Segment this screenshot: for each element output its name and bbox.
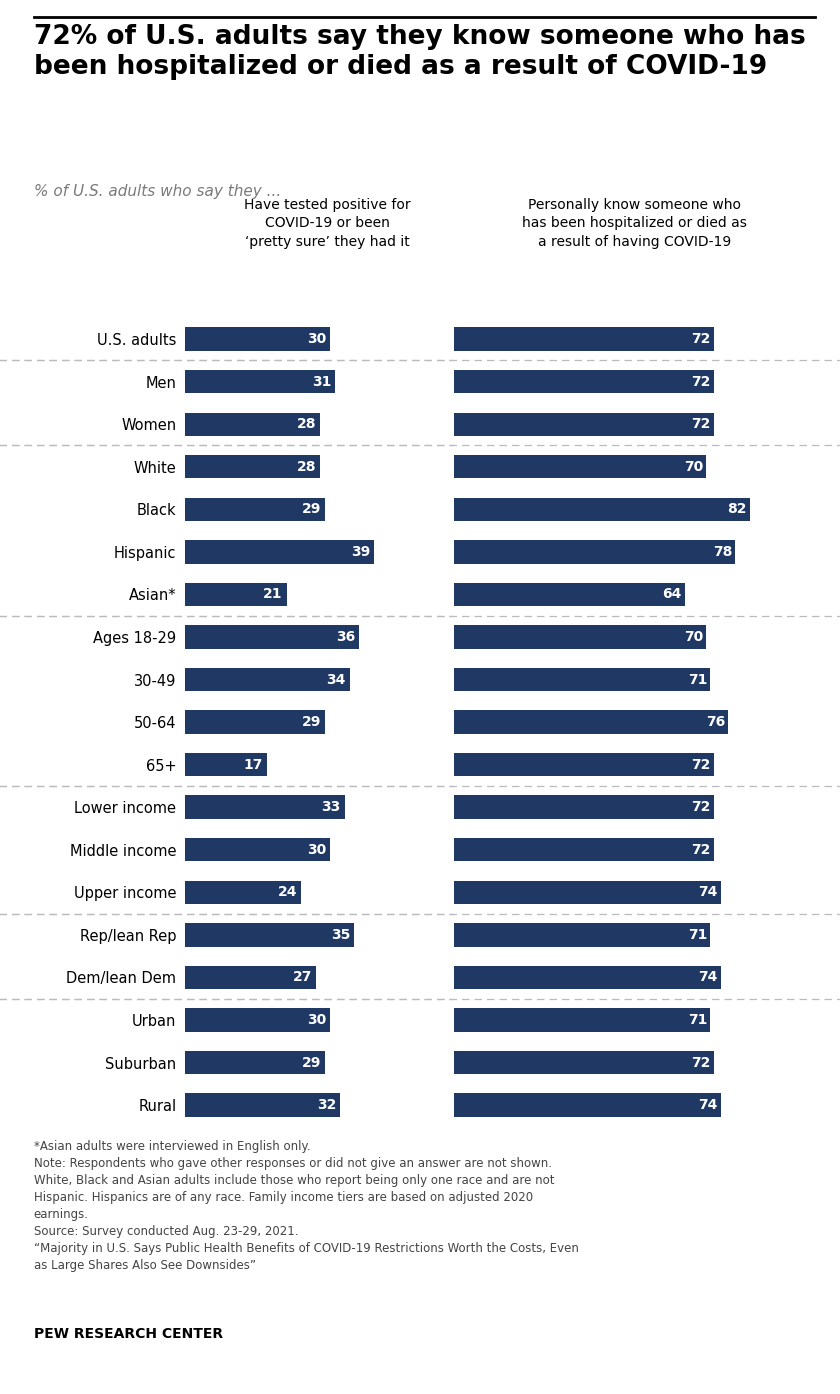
Text: 72: 72 bbox=[691, 800, 711, 814]
Bar bbox=[185, 539, 374, 563]
Text: 71: 71 bbox=[688, 928, 707, 942]
Text: 72: 72 bbox=[691, 843, 711, 857]
Bar bbox=[454, 369, 714, 393]
Bar bbox=[454, 1051, 714, 1075]
Text: 39: 39 bbox=[350, 545, 370, 559]
Text: 72: 72 bbox=[691, 1055, 711, 1069]
Text: % of U.S. adults who say they ...: % of U.S. adults who say they ... bbox=[34, 184, 281, 199]
Bar bbox=[185, 668, 349, 691]
Text: 74: 74 bbox=[699, 970, 718, 984]
Bar bbox=[185, 966, 316, 990]
Bar bbox=[454, 966, 721, 990]
Text: 74: 74 bbox=[699, 885, 718, 899]
Bar bbox=[454, 1008, 710, 1032]
Text: 72% of U.S. adults say they know someone who has
been hospitalized or died as a : 72% of U.S. adults say they know someone… bbox=[34, 24, 806, 79]
Text: 27: 27 bbox=[292, 970, 312, 984]
Bar bbox=[185, 753, 267, 776]
Text: 70: 70 bbox=[685, 630, 704, 644]
Text: 30: 30 bbox=[307, 843, 326, 857]
Text: 72: 72 bbox=[691, 417, 711, 431]
Text: 71: 71 bbox=[688, 1013, 707, 1027]
Bar bbox=[454, 454, 706, 478]
Text: 71: 71 bbox=[688, 672, 707, 686]
Text: 21: 21 bbox=[263, 587, 283, 601]
Bar bbox=[454, 838, 714, 861]
Bar bbox=[454, 583, 685, 606]
Bar bbox=[185, 498, 325, 521]
Text: 72: 72 bbox=[691, 758, 711, 772]
Text: 70: 70 bbox=[685, 460, 704, 474]
Text: 35: 35 bbox=[331, 928, 350, 942]
Bar bbox=[185, 1008, 330, 1032]
Text: 28: 28 bbox=[297, 417, 317, 431]
Bar bbox=[185, 328, 330, 351]
Text: Personally know someone who
has been hospitalized or died as
a result of having : Personally know someone who has been hos… bbox=[522, 198, 747, 248]
Text: 34: 34 bbox=[326, 672, 346, 686]
Text: 24: 24 bbox=[278, 885, 297, 899]
Text: 64: 64 bbox=[663, 587, 682, 601]
Bar bbox=[185, 1051, 325, 1075]
Bar bbox=[185, 413, 321, 436]
Bar bbox=[454, 413, 714, 436]
Text: PEW RESEARCH CENTER: PEW RESEARCH CENTER bbox=[34, 1327, 223, 1341]
Bar bbox=[454, 328, 714, 351]
Bar bbox=[454, 796, 714, 818]
Bar bbox=[454, 923, 710, 947]
Text: 72: 72 bbox=[691, 375, 711, 389]
Bar bbox=[185, 369, 335, 393]
Text: 33: 33 bbox=[322, 800, 341, 814]
Bar bbox=[185, 454, 321, 478]
Bar bbox=[185, 796, 344, 818]
Text: 31: 31 bbox=[312, 375, 331, 389]
Text: Have tested positive for
COVID-19 or been
‘pretty sure’ they had it: Have tested positive for COVID-19 or bee… bbox=[244, 198, 411, 248]
Text: 76: 76 bbox=[706, 715, 725, 729]
Bar bbox=[185, 881, 301, 903]
Text: 29: 29 bbox=[302, 1055, 322, 1069]
Bar bbox=[185, 711, 325, 733]
Bar bbox=[454, 498, 750, 521]
Bar bbox=[185, 626, 360, 648]
Bar bbox=[185, 583, 286, 606]
Text: 32: 32 bbox=[317, 1098, 336, 1112]
Bar bbox=[454, 668, 710, 691]
Bar bbox=[185, 923, 354, 947]
Text: 36: 36 bbox=[336, 630, 355, 644]
Text: 28: 28 bbox=[297, 460, 317, 474]
Bar bbox=[454, 753, 714, 776]
Text: 29: 29 bbox=[302, 502, 322, 516]
Text: 72: 72 bbox=[691, 332, 711, 346]
Text: *Asian adults were interviewed in English only.
Note: Respondents who gave other: *Asian adults were interviewed in Englis… bbox=[34, 1140, 579, 1273]
Text: 29: 29 bbox=[302, 715, 322, 729]
Bar bbox=[454, 626, 706, 648]
Text: 30: 30 bbox=[307, 1013, 326, 1027]
Text: 74: 74 bbox=[699, 1098, 718, 1112]
Bar bbox=[454, 1093, 721, 1117]
Text: 17: 17 bbox=[244, 758, 263, 772]
Bar bbox=[454, 881, 721, 903]
Text: 30: 30 bbox=[307, 332, 326, 346]
Bar bbox=[454, 711, 728, 733]
Bar bbox=[185, 1093, 340, 1117]
Bar bbox=[454, 539, 735, 563]
Text: 82: 82 bbox=[727, 502, 747, 516]
Text: 78: 78 bbox=[713, 545, 732, 559]
Bar bbox=[185, 838, 330, 861]
